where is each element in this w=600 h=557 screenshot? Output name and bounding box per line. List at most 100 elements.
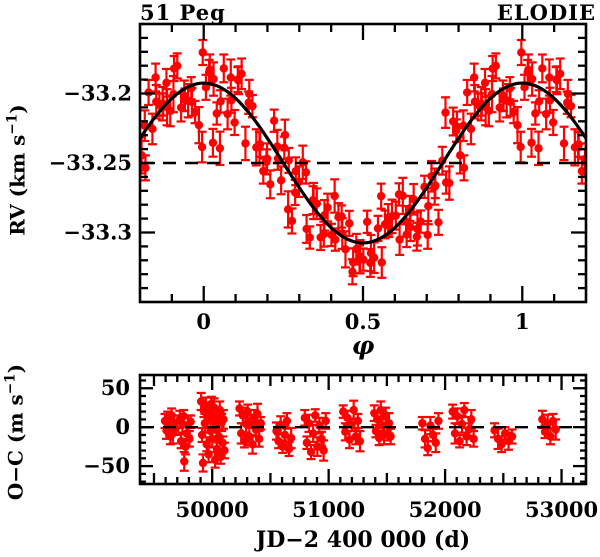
data-point [384,419,394,428]
data-point [507,432,517,441]
data-point [548,118,558,127]
data-point [574,140,583,149]
data-point [284,156,293,165]
data-point [330,191,339,201]
data-point [198,48,207,57]
data-point [219,64,228,73]
data-point [373,224,383,233]
data-point [466,124,476,134]
data-point [180,457,189,466]
data-point [345,219,354,228]
rv-tick-label: −33.25 [49,150,132,175]
data-point [219,415,228,424]
data-point [302,224,311,234]
jd-tick-label: 51000 [292,497,365,522]
oc-tick-label: 50 [101,375,130,400]
data-point [391,211,401,220]
data-point [517,48,526,57]
data-point [545,73,554,82]
data-point [488,64,497,73]
rv-axis-label-text: RV (km s [5,134,30,236]
rv-axis-label: RV (km s−1) [5,104,30,235]
data-point [209,74,218,84]
data-point [559,139,569,148]
data-point [431,438,440,447]
data-point [349,405,358,415]
jd-tick-label: 53000 [525,497,598,522]
data-point [151,73,160,82]
data-point [280,130,290,140]
oc-axis-label-sup: −1 [2,373,19,395]
residual-points-group [160,391,561,473]
data-point [197,142,207,152]
data-point [276,176,286,185]
data-point [460,405,469,415]
data-point [152,97,161,106]
data-point [418,419,427,428]
data-point [205,65,214,74]
data-point [331,235,340,244]
data-point [462,88,472,97]
jd-tick-label: 50000 [176,497,249,522]
data-point [355,252,365,261]
data-point [534,144,543,153]
data-point [470,97,480,106]
oc-tick-label: −50 [83,453,130,478]
data-point [316,233,325,242]
data-point [516,142,525,152]
data-point [424,201,433,211]
oc-axis-label: O−C (m s−1) [3,364,28,500]
orbit-fit-curve [141,81,585,245]
data-point [469,434,478,444]
data-point [453,412,462,421]
data-point [527,74,537,84]
data-point [208,138,218,147]
data-point [162,78,171,88]
data-point [398,191,408,201]
data-point [226,73,235,82]
data-point [256,419,265,428]
data-point [355,436,365,446]
data-point [169,64,179,73]
rv-tick-label: −33.2 [63,81,132,106]
data-point [266,180,275,189]
phase-axis-label: φ [351,331,375,360]
data-point [220,446,229,455]
data-point [290,188,300,197]
data-point [194,120,204,130]
data-point [198,458,208,468]
data-point [286,433,296,443]
data-point [280,430,290,440]
data-point [148,124,157,134]
data-point [524,65,533,74]
data-point [362,217,372,227]
phase-tick-label: 0.5 [345,309,382,334]
data-point [402,230,411,239]
data-point [234,76,243,85]
data-point [241,139,250,148]
oc-axis-label-close: ) [3,363,28,374]
data-point [386,432,395,441]
data-point [395,235,404,244]
data-point [552,76,562,85]
data-point [366,248,376,258]
rv-axis-label-close: ) [5,104,30,114]
data-point [423,230,432,240]
data-point [319,446,328,455]
rv-axis-label-sup: −1 [4,113,21,135]
data-point [321,416,330,426]
data-point [245,89,254,98]
data-point [441,178,451,187]
data-point [348,258,358,267]
data-point [230,118,239,127]
data-point [345,435,354,444]
data-point [434,218,443,227]
jd-tick-label: 52000 [409,497,482,522]
data-point [527,138,536,147]
data-point [186,417,195,426]
data-point [208,434,217,444]
data-point [551,425,560,434]
data-point [459,163,469,173]
